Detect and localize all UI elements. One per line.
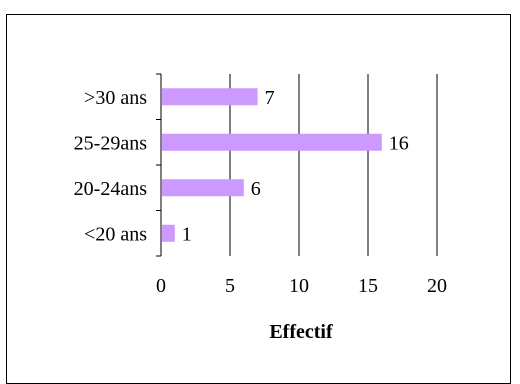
labels: 0 5 10 15 20 >30 ans 7 25-29ans 16 20-24ans 6 <20 a… [74,87,447,297]
bar [162,133,382,151]
x-tick-label: 10 [289,275,309,297]
bars [162,88,382,242]
grid-lines [229,74,438,256]
x-tick-label: 20 [427,275,447,297]
chart-frame [6,14,511,384]
data-label: 6 [251,178,261,200]
bar [162,224,175,242]
data-label: 1 [182,223,192,245]
bar [162,179,244,197]
data-label: 7 [265,87,275,109]
x-axis-title: Effectif [269,321,333,343]
bar [162,88,258,106]
category-label: 20-24ans [74,178,148,200]
x-tick-label: 5 [225,275,235,297]
category-label: 25-29ans [74,132,148,154]
x-tick-label: 15 [358,275,378,297]
data-label: 16 [389,132,409,154]
category-label: <20 ans [84,223,147,245]
x-tick-label: 0 [156,275,166,297]
axes [156,73,162,257]
category-label: >30 ans [84,87,147,109]
